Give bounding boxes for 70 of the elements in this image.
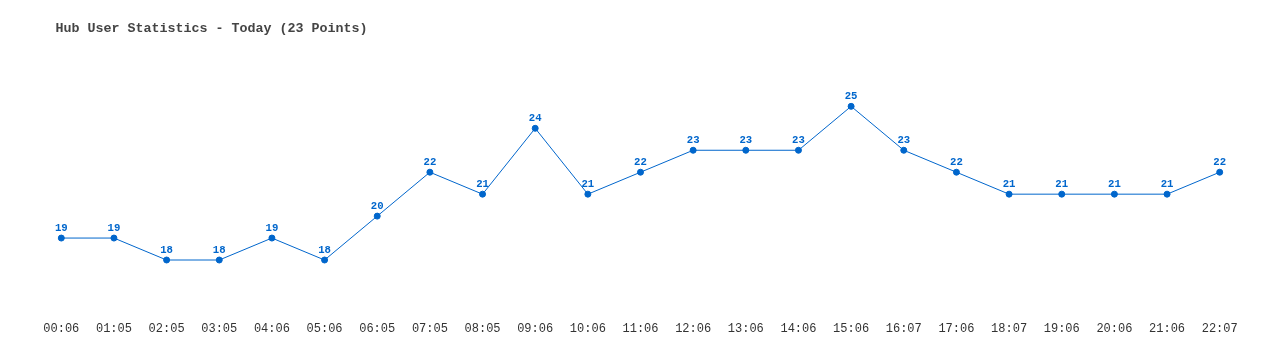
x-tick-label: 05:06 <box>306 321 343 336</box>
data-label: 21 <box>476 178 489 191</box>
x-tick-label: 21:06 <box>1149 321 1186 336</box>
point <box>952 168 960 176</box>
data-label: 25 <box>844 90 858 103</box>
data-label: 19 <box>107 222 121 235</box>
data-label: 22 <box>423 156 437 169</box>
x-tick-label: 15:06 <box>833 321 870 336</box>
point <box>426 168 434 176</box>
point <box>1058 190 1066 198</box>
point <box>163 256 171 264</box>
data-label: 21 <box>1055 178 1069 191</box>
x-tick-label: 20:06 <box>1096 321 1133 336</box>
data-label: 22 <box>1213 156 1227 169</box>
x-tick-label: 09:06 <box>517 321 554 336</box>
data-label: 23 <box>897 134 911 147</box>
point <box>1163 190 1171 198</box>
x-tick-label: 04:06 <box>253 321 290 336</box>
point <box>1110 190 1118 198</box>
data-label: 19 <box>265 222 279 235</box>
x-tick-label: 13:06 <box>727 321 764 336</box>
x-tick-label: 18:07 <box>991 321 1028 336</box>
x-tick-label: 17:06 <box>938 321 975 336</box>
x-tick-label: 10:06 <box>569 321 606 336</box>
point <box>742 146 750 154</box>
chart-title: Hub User Statistics - Today (23 Points) <box>55 20 368 36</box>
point <box>584 190 592 198</box>
x-tick-label: 00:06 <box>43 321 80 336</box>
point <box>268 234 276 242</box>
data-label: 23 <box>686 134 700 147</box>
data-label: 21 <box>581 178 595 191</box>
data-label: 18 <box>318 244 331 257</box>
x-tick-label: 14:06 <box>780 321 817 336</box>
x-tick-label: 03:05 <box>201 321 238 336</box>
data-label: 21 <box>1160 178 1174 191</box>
data-label: 20 <box>370 200 384 213</box>
x-tick-label: 02:05 <box>148 321 185 336</box>
point <box>689 146 697 154</box>
data-label: 22 <box>634 156 647 169</box>
point <box>1216 168 1224 176</box>
point <box>373 212 381 220</box>
point <box>847 102 855 110</box>
data-label: 21 <box>1108 178 1121 191</box>
data-label: 23 <box>792 134 805 147</box>
data-label: 23 <box>739 134 753 147</box>
x-tick-label: 12:06 <box>675 321 712 336</box>
point <box>794 146 802 154</box>
point <box>479 190 487 198</box>
x-tick-label: 11:06 <box>622 321 659 336</box>
point <box>215 256 223 264</box>
point <box>1005 190 1013 198</box>
data-label: 18 <box>160 244 174 257</box>
x-tick-label: 22:07 <box>1201 321 1238 336</box>
data-label: 21 <box>1002 178 1016 191</box>
point <box>110 234 118 242</box>
point <box>321 256 329 264</box>
x-tick-label: 19:06 <box>1043 321 1080 336</box>
x-tick-label: 06:05 <box>359 321 396 336</box>
point <box>531 124 539 132</box>
data-label: 22 <box>950 156 963 169</box>
data-label: 24 <box>528 112 543 125</box>
data-label: 19 <box>54 222 68 235</box>
x-tick-label: 16:07 <box>885 321 922 336</box>
x-tick-label: 08:05 <box>464 321 501 336</box>
x-tick-label: 01:05 <box>95 321 132 336</box>
point <box>57 234 65 242</box>
x-tick-label: 07:05 <box>411 321 448 336</box>
point <box>900 146 908 154</box>
data-label: 18 <box>212 244 226 257</box>
point <box>637 168 644 176</box>
